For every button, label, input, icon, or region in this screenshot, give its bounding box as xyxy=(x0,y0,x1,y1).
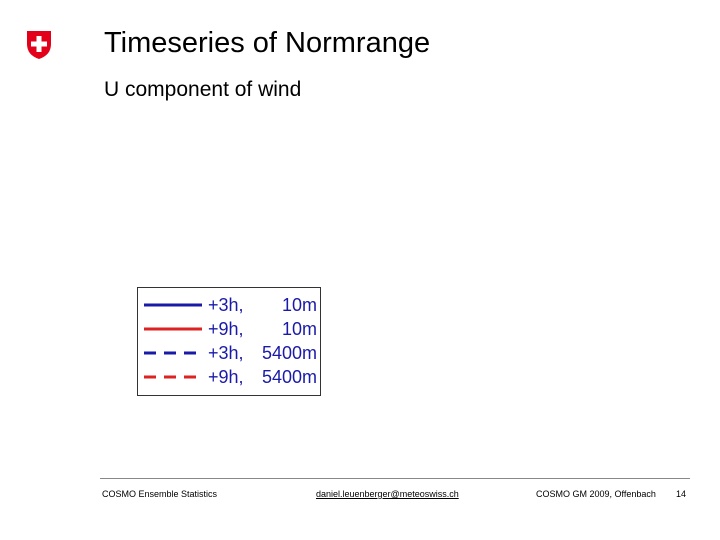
legend: +3h, 10m +9h, 10m +3h, 5400m +9h, 5400m xyxy=(137,287,321,396)
subtitle: U component of wind xyxy=(104,78,302,101)
title: Timeseries of Normrange xyxy=(104,27,431,59)
legend-lead: +9h, xyxy=(208,319,244,339)
legend-item: +3h, 10m xyxy=(138,293,320,317)
legend-lead: +9h, xyxy=(208,367,244,387)
legend-height: 5400m xyxy=(261,343,317,363)
legend-item: +9h, 5400m xyxy=(138,365,320,389)
legend-lead: +3h, xyxy=(208,343,244,363)
footer-event: COSMO GM 2009, Offenbach xyxy=(536,489,656,499)
legend-height: 10m xyxy=(281,319,317,339)
legend-height: 5400m xyxy=(261,367,317,387)
legend-lead: +3h, xyxy=(208,295,244,315)
legend-item: +9h, 10m xyxy=(138,317,320,341)
page-number: 14 xyxy=(676,489,687,499)
legend-height: 10m xyxy=(281,295,317,315)
legend-item: +3h, 5400m xyxy=(138,341,320,365)
footer-rule xyxy=(100,478,690,479)
footer-email[interactable]: daniel.leuenberger@meteoswiss.ch xyxy=(316,489,459,499)
swiss-logo xyxy=(27,31,51,59)
legend-swatch xyxy=(144,375,202,379)
footer-left: COSMO Ensemble Statistics xyxy=(102,489,218,499)
legend-swatch xyxy=(144,303,202,307)
legend-swatch xyxy=(144,351,202,355)
legend-swatch xyxy=(144,327,202,331)
